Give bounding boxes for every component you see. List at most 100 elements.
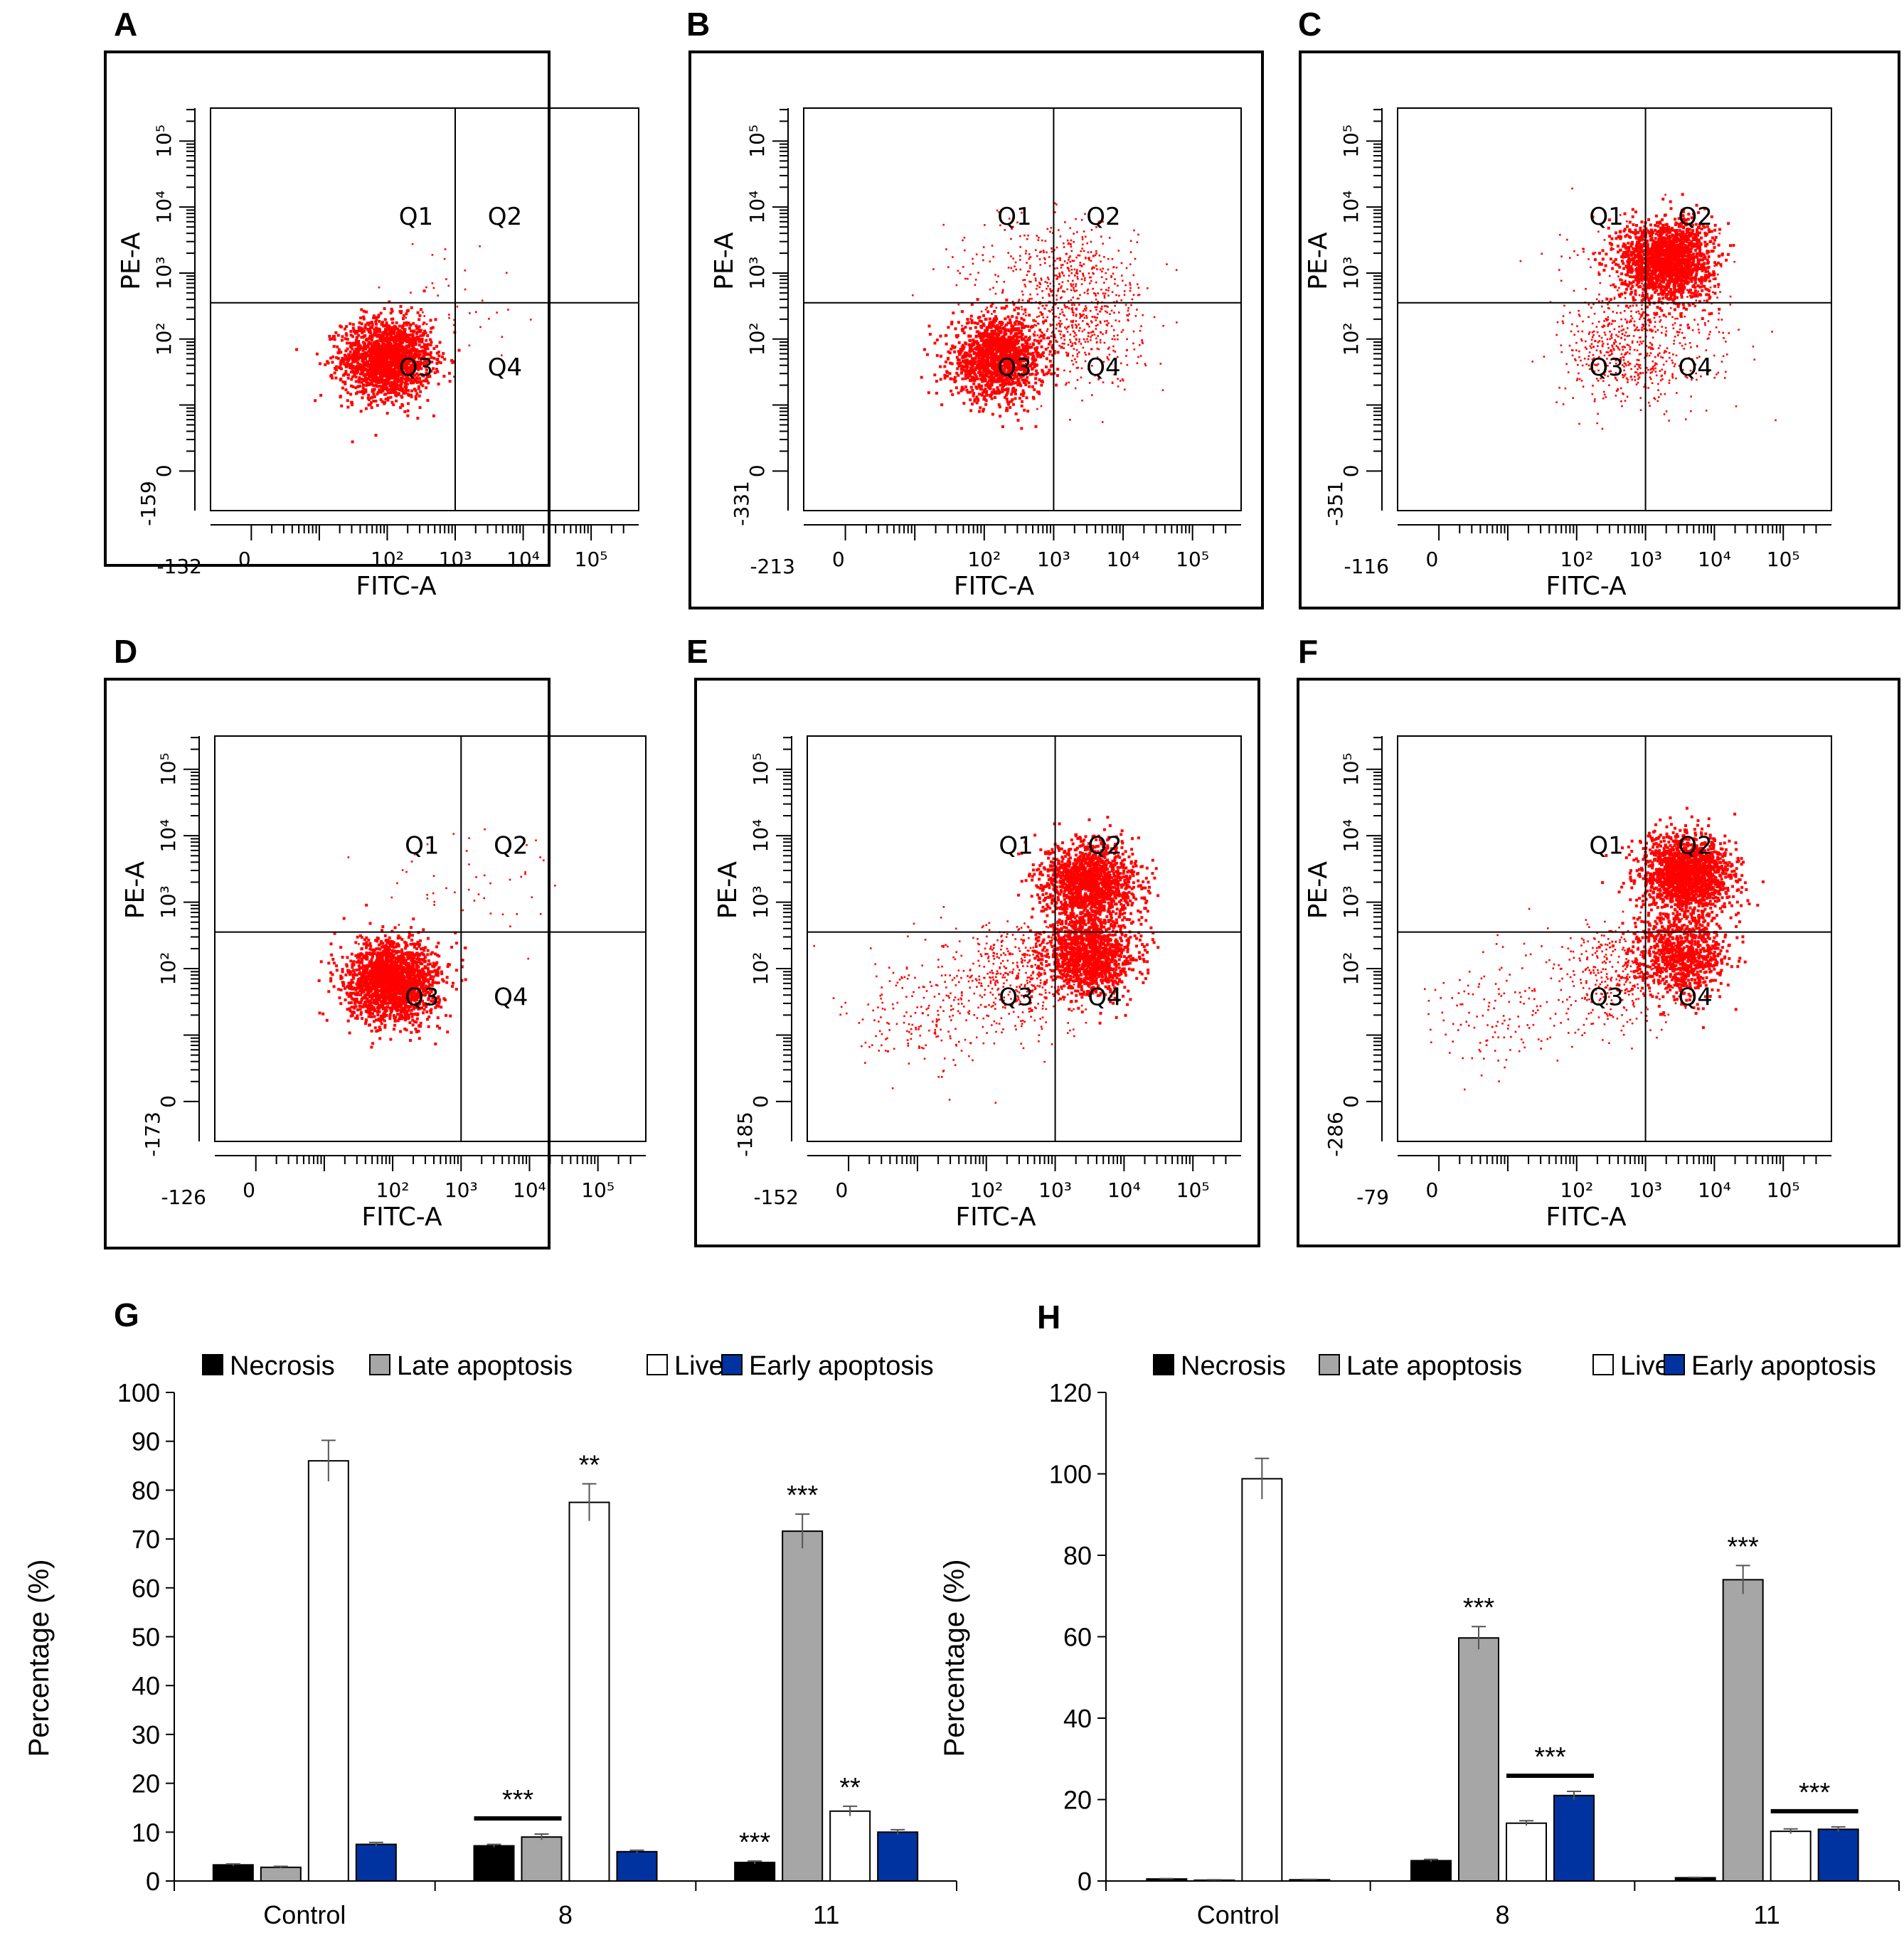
event-dot [953,375,957,379]
event-dot [386,398,390,402]
event-dot [350,378,353,381]
event-dot [363,325,367,329]
event-dot [390,355,393,358]
event-dot [968,361,972,365]
event-dot [1112,349,1115,352]
event-dot [1036,346,1039,349]
event-dot [378,366,381,369]
event-dot [1004,341,1007,345]
event-dot [982,324,985,327]
event-dot [994,380,997,383]
event-dot [417,361,420,364]
event-dot [1021,290,1023,293]
event-dot [991,329,995,333]
event-dot [501,336,504,338]
event-dot [964,385,967,389]
event-dot [1100,307,1102,310]
event-dot [1074,332,1076,334]
event-dot [1095,324,1097,327]
event-dot [1079,264,1081,267]
event-dot [1043,251,1045,254]
event-dot [964,377,967,380]
event-dot [417,350,420,353]
event-dot [1046,337,1048,339]
event-dot [1059,333,1062,336]
event-dot [372,314,376,318]
event-dot [1107,322,1110,324]
event-dot [969,390,972,394]
event-dot [960,371,964,374]
event-dot [427,357,430,361]
event-dot [430,326,433,330]
event-dot [1048,293,1050,295]
event-dot [1060,309,1063,311]
event-dot [1035,324,1038,327]
event-dot [1107,268,1110,271]
event-dot [398,383,402,387]
event-dot [425,372,428,375]
event-dot [315,352,319,356]
event-dot [1073,268,1076,271]
event-dot [1012,403,1015,406]
event-dot [964,361,968,364]
event-dot [1100,321,1102,324]
event-dot [1065,318,1068,321]
event-dot [385,321,388,324]
event-dot [1075,326,1078,329]
event-dot [381,370,385,373]
event-dot [370,396,373,400]
event-dot [1073,233,1075,235]
event-dot [1068,275,1070,277]
event-dot [356,366,359,370]
event-dot [349,371,353,374]
event-dot [977,316,980,319]
event-dot [401,357,404,361]
event-dot [371,373,375,377]
event-dot [356,385,360,388]
event-dot [1106,311,1108,314]
event-dot [969,326,972,330]
event-dot [410,395,413,398]
y-tick-label: 0 [152,464,176,477]
event-dot [988,393,991,397]
event-dot [368,373,372,377]
event-dot [361,327,364,331]
event-dot [984,308,987,311]
event-dot [358,346,362,349]
event-dot [1069,339,1071,341]
event-dot [1017,346,1021,349]
event-dot [1060,287,1062,289]
event-dot [1128,313,1130,316]
event-dot [1114,351,1117,353]
event-dot [404,333,407,336]
quadrant-label-q2: Q2 [488,203,522,231]
event-dot [1009,331,1013,335]
event-dot [401,336,405,339]
event-dot [1078,329,1080,332]
event-dot [1124,388,1126,391]
event-dot [1057,276,1059,278]
event-dot [374,400,378,403]
event-dot [1662,314,1666,317]
event-dot [999,342,1003,346]
event-dot [950,362,954,366]
event-dot [340,367,344,371]
event-dot [357,326,361,329]
event-dot [413,380,417,383]
event-dot [994,343,998,347]
event-dot [425,361,428,365]
event-dot [411,346,415,349]
event-dot [1075,343,1077,345]
event-dot [365,337,368,341]
event-dot [390,350,394,353]
event-dot [351,403,354,407]
event-dot [386,344,390,347]
event-dot [1611,267,1615,270]
event-dot [1091,316,1094,318]
event-dot [1006,400,1009,402]
event-dot [1115,319,1117,321]
event-dot [1137,233,1139,236]
event-dot [932,268,935,270]
event-dot [357,378,361,382]
event-dot [374,376,378,380]
